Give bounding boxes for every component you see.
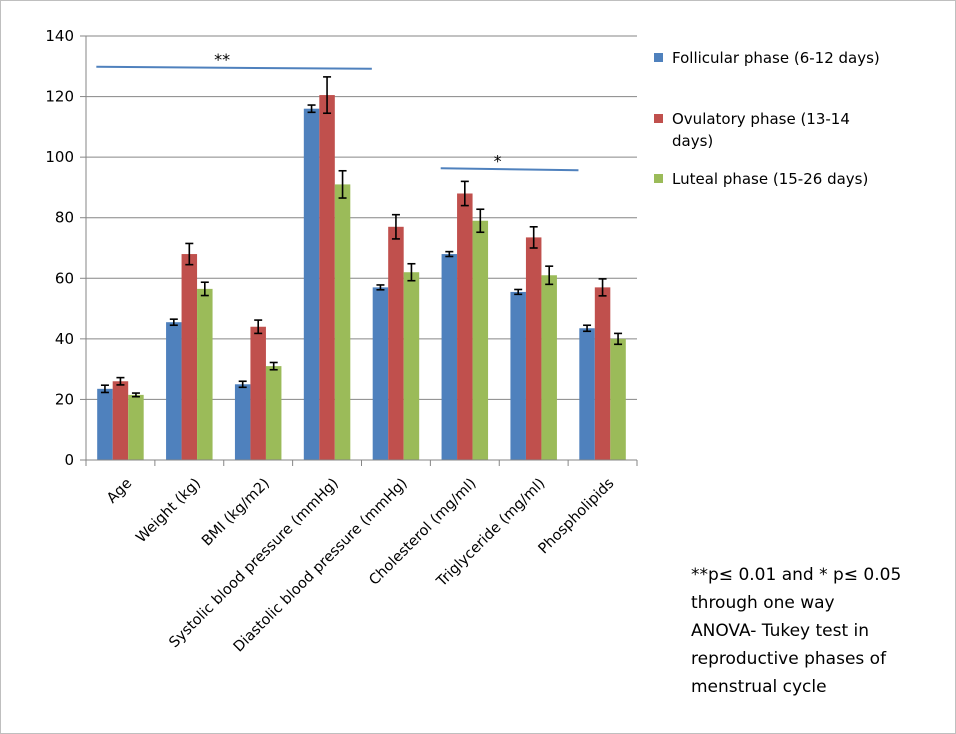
legend-swatch bbox=[654, 53, 663, 62]
note-line: **p≤ 0.01 and * p≤ 0.05 bbox=[691, 565, 902, 585]
y-tick-label: 140 bbox=[45, 27, 74, 45]
legend-label: Ovulatory phase (13-14 bbox=[672, 110, 850, 128]
x-category-label: Weight (kg) bbox=[133, 476, 204, 547]
legend-swatch bbox=[654, 114, 663, 123]
bar bbox=[334, 184, 351, 460]
significance-line bbox=[96, 65, 372, 70]
y-tick-label: 40 bbox=[55, 330, 74, 348]
bar bbox=[403, 272, 420, 460]
y-tick-label: 100 bbox=[45, 148, 74, 166]
note-line: ANOVA- Tukey test in bbox=[691, 621, 870, 641]
note-line: reproductive phases of bbox=[691, 649, 887, 669]
bar bbox=[112, 381, 129, 460]
y-tick-label: 20 bbox=[55, 390, 74, 408]
bar bbox=[250, 326, 266, 460]
significance-label: ** bbox=[214, 50, 230, 69]
y-tick-label: 60 bbox=[55, 269, 74, 287]
bar bbox=[541, 275, 557, 460]
bar bbox=[234, 384, 251, 460]
significance-note: **p≤ 0.01 and * p≤ 0.05 through one way … bbox=[691, 561, 941, 701]
legend-label: days) bbox=[672, 132, 713, 150]
bars bbox=[97, 95, 626, 461]
bar bbox=[510, 291, 526, 460]
note-line: menstrual cycle bbox=[691, 677, 827, 697]
x-category-label: BMI (kg/m2) bbox=[199, 476, 273, 550]
bar bbox=[97, 388, 113, 460]
legend-label: Follicular phase (6-12 days) bbox=[672, 49, 880, 67]
significance-label: * bbox=[494, 151, 502, 170]
bar bbox=[610, 338, 626, 460]
significance-annotations: *** bbox=[96, 50, 579, 172]
note-line: through one way bbox=[691, 593, 835, 613]
legend: Follicular phase (6-12 days) Ovulatory ph… bbox=[654, 49, 880, 188]
y-tick-label: 120 bbox=[45, 88, 74, 106]
bar bbox=[166, 322, 182, 460]
bar bbox=[265, 366, 282, 460]
bar bbox=[579, 328, 595, 460]
axes bbox=[80, 35, 638, 466]
bar bbox=[388, 226, 404, 460]
y-tick-label: 80 bbox=[55, 209, 74, 227]
significance-line bbox=[440, 167, 579, 172]
bar bbox=[457, 193, 473, 460]
y-tick-label: 0 bbox=[64, 451, 74, 469]
bar bbox=[525, 237, 542, 460]
bar bbox=[303, 108, 320, 460]
bar bbox=[372, 287, 389, 460]
legend-label: Luteal phase (15-26 days) bbox=[672, 170, 868, 188]
error-bars bbox=[100, 76, 623, 398]
y-tick-labels: 0 20 40 60 80 100 120 140 bbox=[45, 27, 74, 469]
bar bbox=[319, 95, 335, 461]
bar bbox=[128, 394, 144, 460]
bar bbox=[472, 220, 489, 460]
bar bbox=[594, 287, 611, 460]
x-category-label: Age bbox=[104, 475, 135, 506]
x-category-label: Phospholipids bbox=[536, 476, 618, 558]
bar bbox=[181, 254, 198, 460]
bar bbox=[441, 254, 458, 460]
legend-swatch bbox=[654, 174, 663, 183]
bar bbox=[197, 288, 213, 460]
